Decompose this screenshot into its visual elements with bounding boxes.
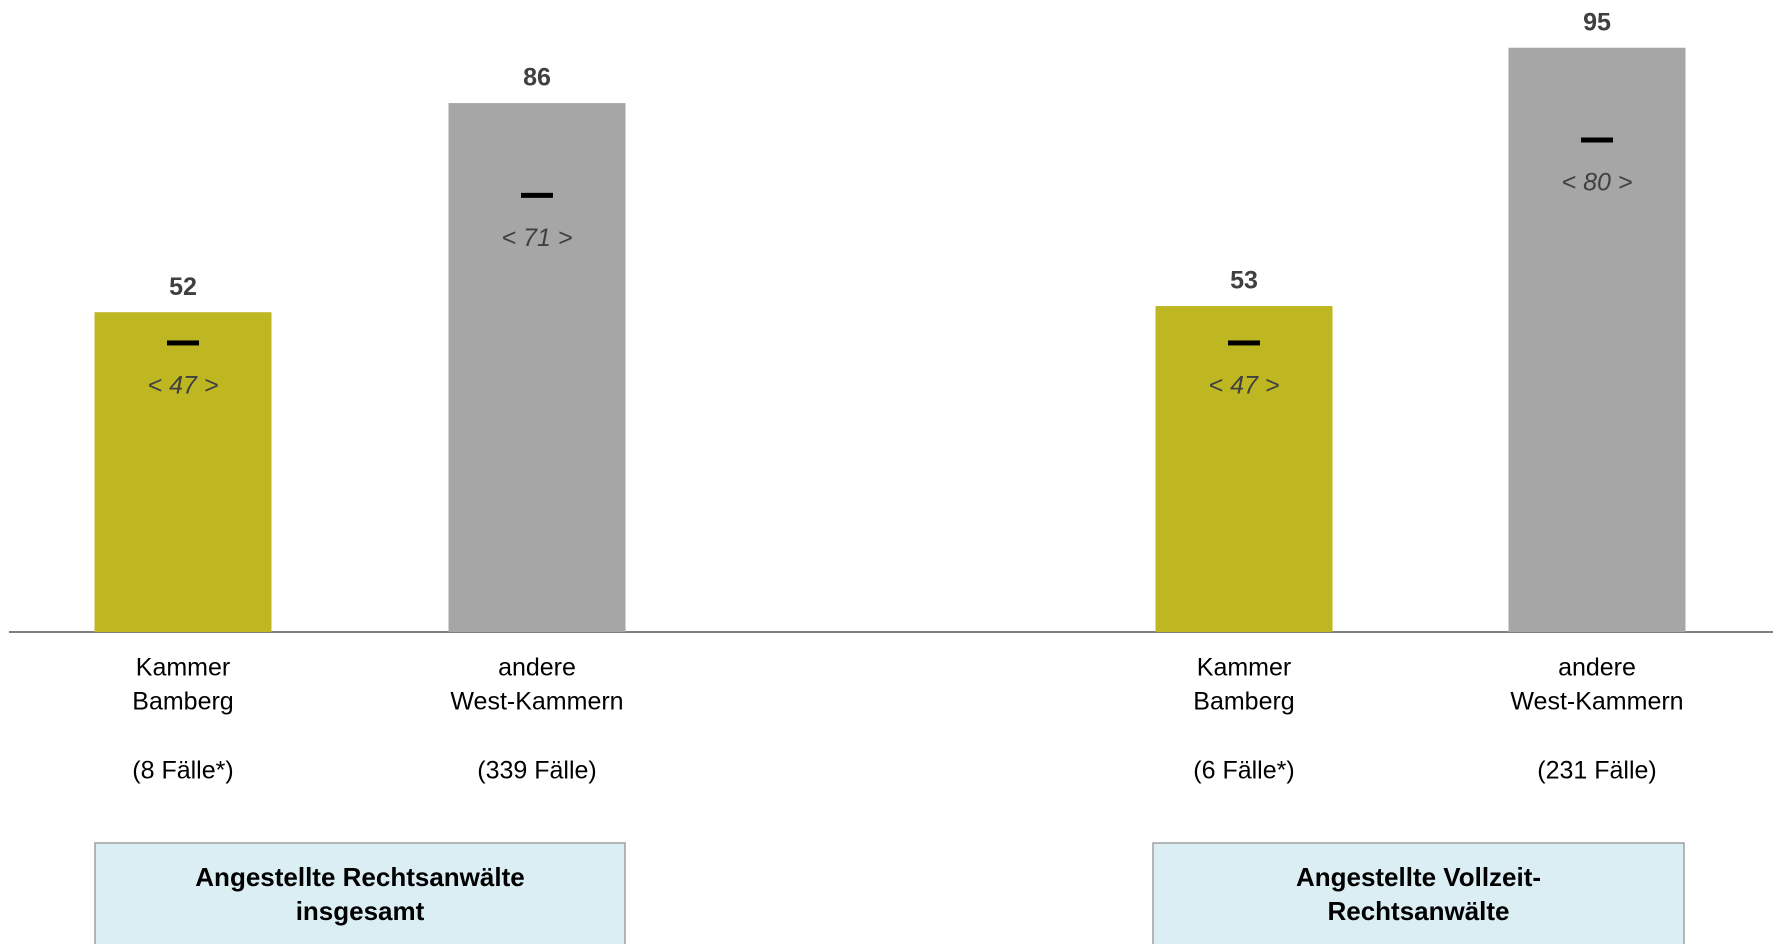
bar (448, 103, 626, 633)
group-label: insgesamt (296, 896, 425, 926)
median-mark (1228, 340, 1260, 346)
category-label: West-Kammern (1510, 688, 1683, 716)
case-count: (231 Fälle) (1537, 757, 1657, 785)
category-label: Kammer (1197, 654, 1291, 682)
median-mark (167, 340, 199, 346)
value-label: 53 (1230, 267, 1258, 295)
category-label: andere (1558, 654, 1636, 682)
median-label: < 80 > (1562, 169, 1633, 197)
value-label: 52 (169, 273, 197, 301)
case-count: (6 Fälle*) (1193, 757, 1294, 785)
group-box (94, 842, 626, 944)
category-label: Bamberg (132, 688, 233, 716)
median-label: < 47 > (148, 372, 219, 400)
category-label: Kammer (136, 654, 230, 682)
bar (1508, 47, 1686, 632)
median-label: < 47 > (1209, 372, 1280, 400)
value-label: 95 (1583, 8, 1611, 36)
group-box (1152, 842, 1685, 944)
median-label: < 71 > (502, 224, 573, 252)
group-label: Rechtsanwälte (1327, 896, 1509, 926)
bar (94, 312, 272, 632)
group-label: Angestellte Rechtsanwälte (195, 862, 524, 892)
bar (1155, 306, 1333, 632)
group-label: Angestellte Vollzeit- (1296, 862, 1541, 892)
median-mark (521, 192, 553, 198)
case-count: (339 Fälle) (477, 757, 597, 785)
value-label: 86 (523, 64, 551, 92)
category-label: West-Kammern (450, 688, 623, 716)
median-mark (1581, 137, 1613, 143)
case-count: (8 Fälle*) (132, 757, 233, 785)
category-label: Bamberg (1193, 688, 1294, 716)
category-label: andere (498, 654, 576, 682)
